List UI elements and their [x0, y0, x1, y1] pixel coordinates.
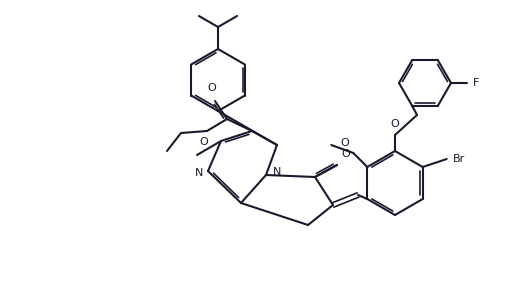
Text: O: O [208, 83, 217, 93]
Text: F: F [473, 78, 479, 88]
Text: O: O [341, 149, 350, 159]
Text: Br: Br [453, 154, 465, 164]
Text: O: O [391, 119, 399, 129]
Text: N: N [273, 167, 281, 177]
Text: O: O [199, 137, 208, 147]
Text: O: O [340, 138, 349, 148]
Text: N: N [195, 168, 203, 178]
